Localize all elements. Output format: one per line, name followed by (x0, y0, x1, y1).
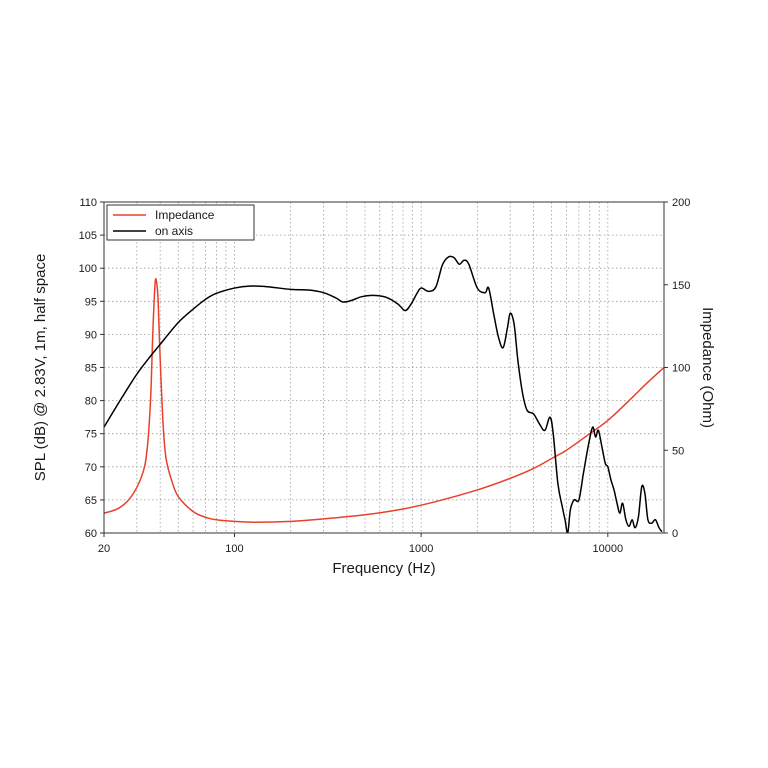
left-tick-label: 75 (85, 429, 97, 441)
left-tick-label: 95 (85, 296, 97, 308)
left-tick-label: 80 (85, 396, 97, 408)
x-tick-label: 10000 (593, 543, 624, 555)
right-tick-label: 0 (672, 528, 678, 540)
legend-label-on-axis: on axis (155, 224, 193, 238)
x-axis-title: Frequency (Hz) (332, 560, 435, 577)
x-tick-label: 1000 (409, 543, 433, 555)
right-y-axis-title: Impedance (Ohm) (699, 307, 716, 428)
left-y-axis-title: SPL (dB) @ 2.83V, 1m, half space (32, 254, 49, 482)
on-axis-spl-curve (104, 255, 663, 533)
left-tick-label: 105 (79, 230, 97, 242)
ticks: 60 65 70 75 80 85 90 95 100 105 110 0 50 100 150 200 20 1… (79, 197, 691, 555)
x-tick-label: 20 (98, 543, 110, 555)
left-tick-label: 85 (85, 363, 97, 375)
left-tick-label: 70 (85, 462, 97, 474)
series-layer (104, 255, 664, 533)
legend: Impedance on axis (106, 204, 255, 241)
grid (104, 202, 664, 533)
legend-label-impedance: Impedance (155, 208, 215, 222)
right-tick-label: 100 (672, 363, 690, 375)
left-tick-label: 65 (85, 495, 97, 507)
legend-box (106, 204, 255, 241)
right-tick-label: 200 (672, 197, 690, 209)
left-tick-label: 90 (85, 329, 97, 341)
right-tick-label: 150 (672, 280, 690, 292)
right-tick-label: 50 (672, 445, 684, 457)
left-tick-label: 60 (85, 528, 97, 540)
x-tick-label: 100 (225, 543, 243, 555)
left-tick-label: 110 (79, 197, 97, 209)
left-tick-label: 100 (79, 263, 97, 275)
